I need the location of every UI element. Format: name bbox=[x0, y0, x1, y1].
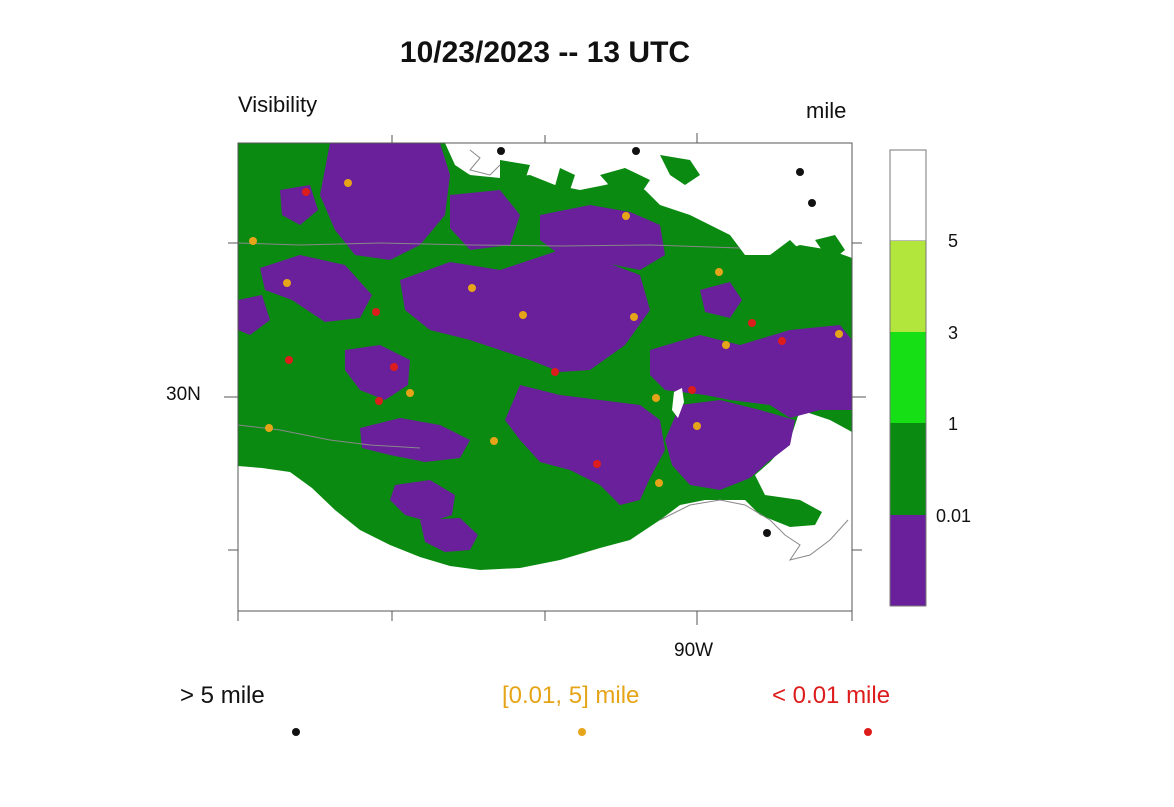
station-red bbox=[551, 368, 559, 376]
station-black bbox=[763, 529, 771, 537]
station-yellow bbox=[622, 212, 630, 220]
latitude-tick-label: 30N bbox=[166, 384, 201, 405]
station-red bbox=[372, 308, 380, 316]
station-red bbox=[375, 397, 383, 405]
colorbar bbox=[889, 149, 927, 607]
purple-visibility-regions bbox=[238, 143, 852, 552]
station-yellow bbox=[693, 422, 701, 430]
map-title: 10/23/2023 -- 13 UTC bbox=[399, 36, 691, 69]
station-yellow bbox=[655, 479, 663, 487]
colorbar-bin-0.01-1 bbox=[890, 423, 926, 515]
station-yellow bbox=[265, 424, 273, 432]
station-red bbox=[748, 319, 756, 327]
colorbar-bin-1-3 bbox=[890, 332, 926, 423]
station-red bbox=[302, 188, 310, 196]
station-yellow bbox=[715, 268, 723, 276]
station-red bbox=[778, 337, 786, 345]
colorbar-bin-gt5 bbox=[889, 149, 927, 242]
plot-frame bbox=[224, 133, 866, 625]
station-yellow bbox=[519, 311, 527, 319]
station-black bbox=[632, 147, 640, 155]
station-yellow bbox=[652, 394, 660, 402]
station-yellow bbox=[344, 179, 352, 187]
variable-label: Visibility bbox=[238, 92, 318, 117]
colorbar-label-5: 5 bbox=[948, 231, 959, 251]
station-yellow bbox=[249, 237, 257, 245]
station-red bbox=[688, 386, 696, 394]
colorbar-bin-lt0.01 bbox=[890, 515, 926, 606]
units-label: mile bbox=[806, 98, 847, 123]
legend-label-gt5: > 5 mile bbox=[180, 682, 265, 709]
station-yellow bbox=[406, 389, 414, 397]
legend-dot-red bbox=[864, 728, 872, 736]
station-yellow bbox=[283, 279, 291, 287]
legend-label-mid: [0.01, 5] mile bbox=[502, 682, 640, 709]
station-yellow bbox=[490, 437, 498, 445]
legend-dot-black bbox=[292, 728, 300, 736]
colorbar-bin-3-5 bbox=[890, 241, 926, 332]
colorbar-label-3: 3 bbox=[948, 323, 959, 343]
station-yellow bbox=[468, 284, 476, 292]
station-black bbox=[497, 147, 505, 155]
station-black bbox=[796, 168, 804, 176]
station-red bbox=[390, 363, 398, 371]
colorbar-label-1: 1 bbox=[948, 414, 959, 434]
station-red bbox=[285, 356, 293, 364]
station-yellow bbox=[630, 313, 638, 321]
legend-dot-yellow bbox=[578, 728, 586, 736]
legend-label-lt001: < 0.01 mile bbox=[772, 682, 891, 709]
station-red bbox=[593, 460, 601, 468]
longitude-tick-label: 90W bbox=[674, 640, 714, 661]
station-markers bbox=[249, 147, 843, 537]
colorbar-label-0.01: 0.01 bbox=[936, 506, 972, 526]
station-yellow bbox=[722, 341, 730, 349]
station-black bbox=[808, 199, 816, 207]
station-yellow bbox=[835, 330, 843, 338]
